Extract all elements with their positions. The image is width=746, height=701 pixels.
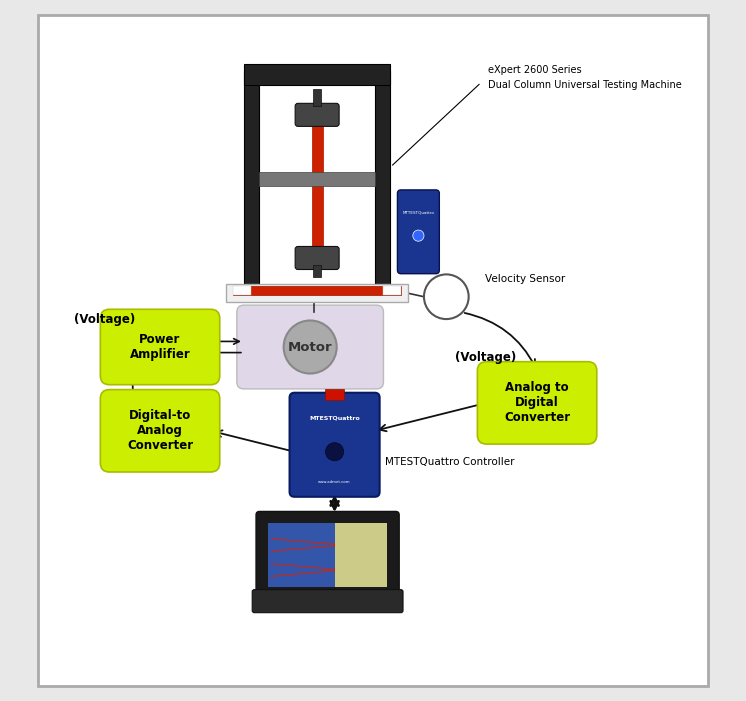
Circle shape	[413, 230, 424, 241]
Circle shape	[424, 274, 468, 319]
Text: Power
Amplifier: Power Amplifier	[130, 333, 190, 361]
Bar	[268, 524, 387, 587]
FancyBboxPatch shape	[236, 305, 383, 389]
Circle shape	[283, 320, 336, 374]
FancyBboxPatch shape	[477, 362, 597, 444]
FancyBboxPatch shape	[101, 390, 220, 472]
FancyBboxPatch shape	[252, 590, 403, 613]
Text: (Voltage): (Voltage)	[455, 351, 517, 364]
Text: MTESTQuattro Controller: MTESTQuattro Controller	[385, 457, 515, 467]
FancyBboxPatch shape	[295, 103, 339, 126]
Bar	[325, 388, 345, 400]
Bar	[383, 285, 401, 294]
FancyBboxPatch shape	[398, 190, 439, 273]
Bar	[375, 72, 390, 284]
Text: MTTESTQuattro: MTTESTQuattro	[402, 210, 434, 215]
Text: Digital-to
Analog
Converter: Digital-to Analog Converter	[127, 409, 193, 452]
FancyBboxPatch shape	[101, 309, 220, 385]
Text: Motor: Motor	[288, 341, 333, 353]
Text: eXpert 2600 Series: eXpert 2600 Series	[488, 64, 582, 75]
Text: www.admet.com: www.admet.com	[319, 479, 351, 484]
Bar	[226, 284, 408, 301]
Circle shape	[325, 442, 344, 461]
FancyBboxPatch shape	[289, 393, 380, 497]
Bar	[313, 88, 322, 106]
Bar	[312, 120, 323, 250]
Text: Analog to
Digital
Converter: Analog to Digital Converter	[504, 381, 570, 424]
Bar	[244, 72, 259, 284]
Text: MTESTQuattro: MTESTQuattro	[310, 415, 360, 420]
FancyBboxPatch shape	[295, 247, 339, 269]
Bar	[233, 285, 251, 294]
FancyBboxPatch shape	[256, 512, 399, 599]
Bar	[233, 285, 401, 294]
FancyBboxPatch shape	[38, 15, 708, 686]
Text: (Voltage): (Voltage)	[74, 313, 136, 325]
Bar	[313, 264, 322, 277]
Text: Velocity Sensor: Velocity Sensor	[485, 274, 565, 285]
Bar	[244, 64, 390, 86]
Bar	[335, 524, 387, 587]
Bar	[259, 172, 375, 186]
Text: Dual Column Universal Testing Machine: Dual Column Universal Testing Machine	[488, 80, 682, 90]
